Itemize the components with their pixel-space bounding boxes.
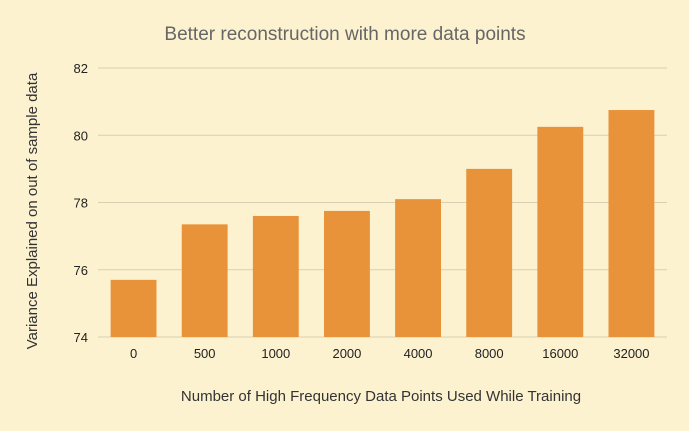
- y-axis-label: Variance Explained on out of sample data: [24, 72, 41, 349]
- y-tick-label: 78: [74, 196, 88, 211]
- bar-1000: [252, 215, 299, 337]
- y-tick-label: 76: [74, 263, 88, 278]
- chart-title: Better reconstruction with more data poi…: [164, 24, 525, 45]
- x-tick-label: 32000: [613, 346, 649, 361]
- bar-32000: [608, 110, 655, 337]
- bar-4000: [395, 199, 442, 337]
- bar-2000: [323, 210, 370, 337]
- bar-16000: [537, 126, 584, 337]
- x-tick-label: 16000: [542, 346, 578, 361]
- x-tick-label: 0: [130, 346, 137, 361]
- y-tick-label: 82: [74, 61, 88, 76]
- x-tick-label: 1000: [261, 346, 290, 361]
- x-axis-label: Number of High Frequency Data Points Use…: [181, 388, 581, 405]
- bar-8000: [466, 168, 513, 337]
- x-tick-label: 4000: [404, 346, 433, 361]
- x-tick-label: 2000: [332, 346, 361, 361]
- bar-0: [110, 279, 157, 337]
- x-axis-ticks: 0 500 1000 2000 4000 8000 16000 32000: [130, 346, 650, 361]
- y-tick-label: 74: [74, 330, 88, 345]
- y-tick-label: 80: [74, 128, 88, 143]
- y-axis-ticks: 74 76 78 80 82: [74, 61, 88, 345]
- x-tick-label: 8000: [475, 346, 504, 361]
- bar-500: [181, 224, 228, 337]
- bars: [110, 110, 655, 337]
- x-tick-label: 500: [194, 346, 216, 361]
